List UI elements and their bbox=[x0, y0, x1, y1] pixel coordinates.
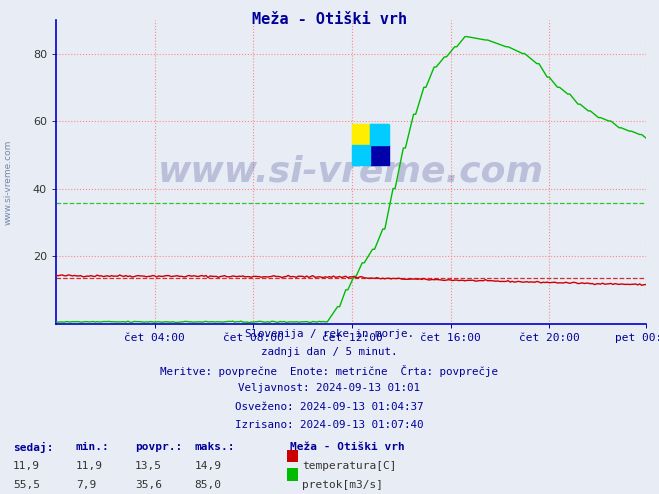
Text: www.si-vreme.com: www.si-vreme.com bbox=[3, 140, 13, 225]
Text: 14,9: 14,9 bbox=[194, 461, 221, 471]
Text: 7,9: 7,9 bbox=[76, 480, 96, 490]
Text: povpr.:: povpr.: bbox=[135, 442, 183, 452]
Text: 11,9: 11,9 bbox=[13, 461, 40, 471]
Bar bbox=[352, 124, 370, 145]
Text: Veljavnost: 2024-09-13 01:01: Veljavnost: 2024-09-13 01:01 bbox=[239, 383, 420, 393]
Text: sedaj:: sedaj: bbox=[13, 442, 53, 453]
Text: Meža - Otiški vrh: Meža - Otiški vrh bbox=[290, 442, 405, 452]
Polygon shape bbox=[370, 124, 389, 145]
Polygon shape bbox=[370, 124, 389, 145]
Text: maks.:: maks.: bbox=[194, 442, 235, 452]
Polygon shape bbox=[352, 145, 370, 165]
Text: 13,5: 13,5 bbox=[135, 461, 162, 471]
Text: 11,9: 11,9 bbox=[76, 461, 103, 471]
Text: 55,5: 55,5 bbox=[13, 480, 40, 490]
Text: temperatura[C]: temperatura[C] bbox=[302, 461, 396, 471]
Text: Meža - Otiški vrh: Meža - Otiški vrh bbox=[252, 12, 407, 27]
Polygon shape bbox=[352, 145, 370, 165]
Text: zadnji dan / 5 minut.: zadnji dan / 5 minut. bbox=[261, 347, 398, 357]
Text: 85,0: 85,0 bbox=[194, 480, 221, 490]
Text: Izrisano: 2024-09-13 01:07:40: Izrisano: 2024-09-13 01:07:40 bbox=[235, 420, 424, 430]
Text: Osveženo: 2024-09-13 01:04:37: Osveženo: 2024-09-13 01:04:37 bbox=[235, 402, 424, 412]
Text: min.:: min.: bbox=[76, 442, 109, 452]
Text: 35,6: 35,6 bbox=[135, 480, 162, 490]
Bar bbox=[370, 145, 389, 165]
Text: Meritve: povprečne  Enote: metrične  Črta: povprečje: Meritve: povprečne Enote: metrične Črta:… bbox=[161, 365, 498, 377]
Text: www.si-vreme.com: www.si-vreme.com bbox=[158, 155, 544, 189]
Text: Slovenija / reke in morje.: Slovenija / reke in morje. bbox=[245, 329, 414, 338]
Text: pretok[m3/s]: pretok[m3/s] bbox=[302, 480, 383, 490]
